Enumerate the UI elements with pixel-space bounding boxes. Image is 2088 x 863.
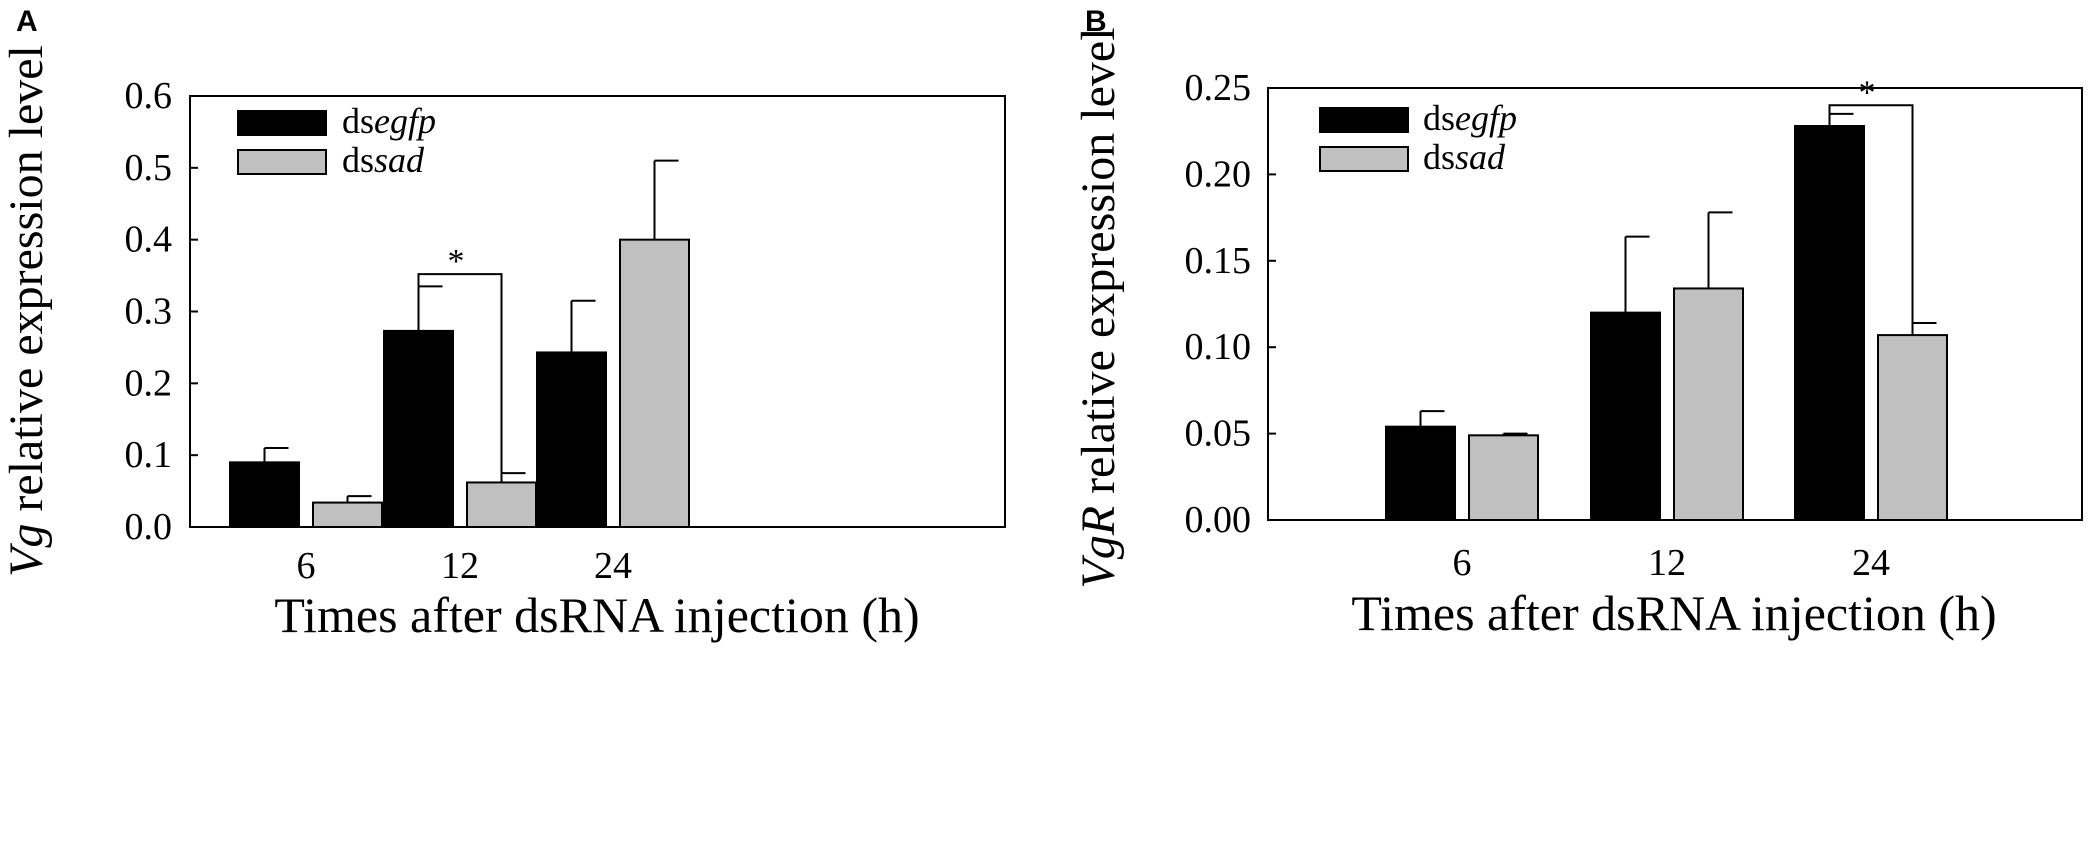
bar-sad-24 xyxy=(619,238,690,529)
legend-swatch-egfp xyxy=(237,110,327,136)
y-tick-label: 0.10 xyxy=(1185,326,1252,368)
y-tick-label: 0.00 xyxy=(1185,499,1252,541)
y-tick-label: 0.6 xyxy=(125,75,173,117)
bar-egfp-24 xyxy=(536,351,607,528)
y-tick-label: 0.3 xyxy=(125,291,173,333)
significance-bracket xyxy=(417,273,503,474)
significance-bracket xyxy=(1828,104,1914,324)
y-tick-label: 0.20 xyxy=(1185,153,1252,195)
y-tick-label: 0.25 xyxy=(1185,67,1252,109)
legend-swatch-sad xyxy=(1319,146,1409,172)
legend-label-egfp: dsegfp xyxy=(342,101,436,141)
panel-label: B xyxy=(1085,5,1107,38)
legend-swatch-egfp xyxy=(1319,107,1409,133)
bar-egfp-6 xyxy=(229,461,300,529)
bar-egfp-12 xyxy=(1590,311,1661,522)
bar-egfp-24 xyxy=(1794,125,1865,522)
y-axis-label: VgR relative expression level xyxy=(1072,27,1125,588)
bar-sad-6 xyxy=(1468,434,1539,521)
x-tick-label: 12 xyxy=(1648,542,1686,584)
panel-label: A xyxy=(16,5,38,38)
x-tick-label: 24 xyxy=(594,545,632,587)
legend-label-egfp: dsegfp xyxy=(1423,98,1517,138)
legend-label-sad: dssad xyxy=(342,140,425,180)
y-tick-label: 0.4 xyxy=(125,219,173,261)
y-tick-label: 0.1 xyxy=(125,434,173,476)
chart-panel-b: B 0.00 0.05 0.10 0.15 0.20 0.25 6 12 24 * dsegfpdss… xyxy=(1072,5,2083,641)
y-tick-label: 0.2 xyxy=(125,362,173,404)
x-tick-label: 12 xyxy=(441,545,479,587)
bar-sad-6 xyxy=(312,501,383,528)
significance-star: * xyxy=(448,243,465,280)
y-tick-label: 0.05 xyxy=(1185,413,1252,455)
y-tick-label: 0.0 xyxy=(125,506,173,548)
bar-egfp-6 xyxy=(1385,425,1456,521)
x-axis-label: Times after dsRNA injection (h) xyxy=(1351,585,1996,641)
x-tick-label: 6 xyxy=(297,545,316,587)
y-tick-label: 0.5 xyxy=(125,147,173,189)
x-tick-label: 24 xyxy=(1852,542,1890,584)
legend-swatch-sad xyxy=(237,149,327,175)
y-axis-label: Vg relative expression level xyxy=(0,45,53,577)
y-tick-label: 0.15 xyxy=(1185,240,1252,282)
x-axis-label: Times after dsRNA injection (h) xyxy=(274,587,919,643)
x-tick-label: 6 xyxy=(1453,542,1472,584)
significance-star: * xyxy=(1859,74,1876,111)
legend-label-sad: dssad xyxy=(1423,137,1506,177)
bar-sad-24 xyxy=(1877,334,1948,521)
bar-sad-12 xyxy=(466,481,537,529)
bar-egfp-12 xyxy=(383,329,454,528)
bar-sad-12 xyxy=(1673,287,1744,521)
